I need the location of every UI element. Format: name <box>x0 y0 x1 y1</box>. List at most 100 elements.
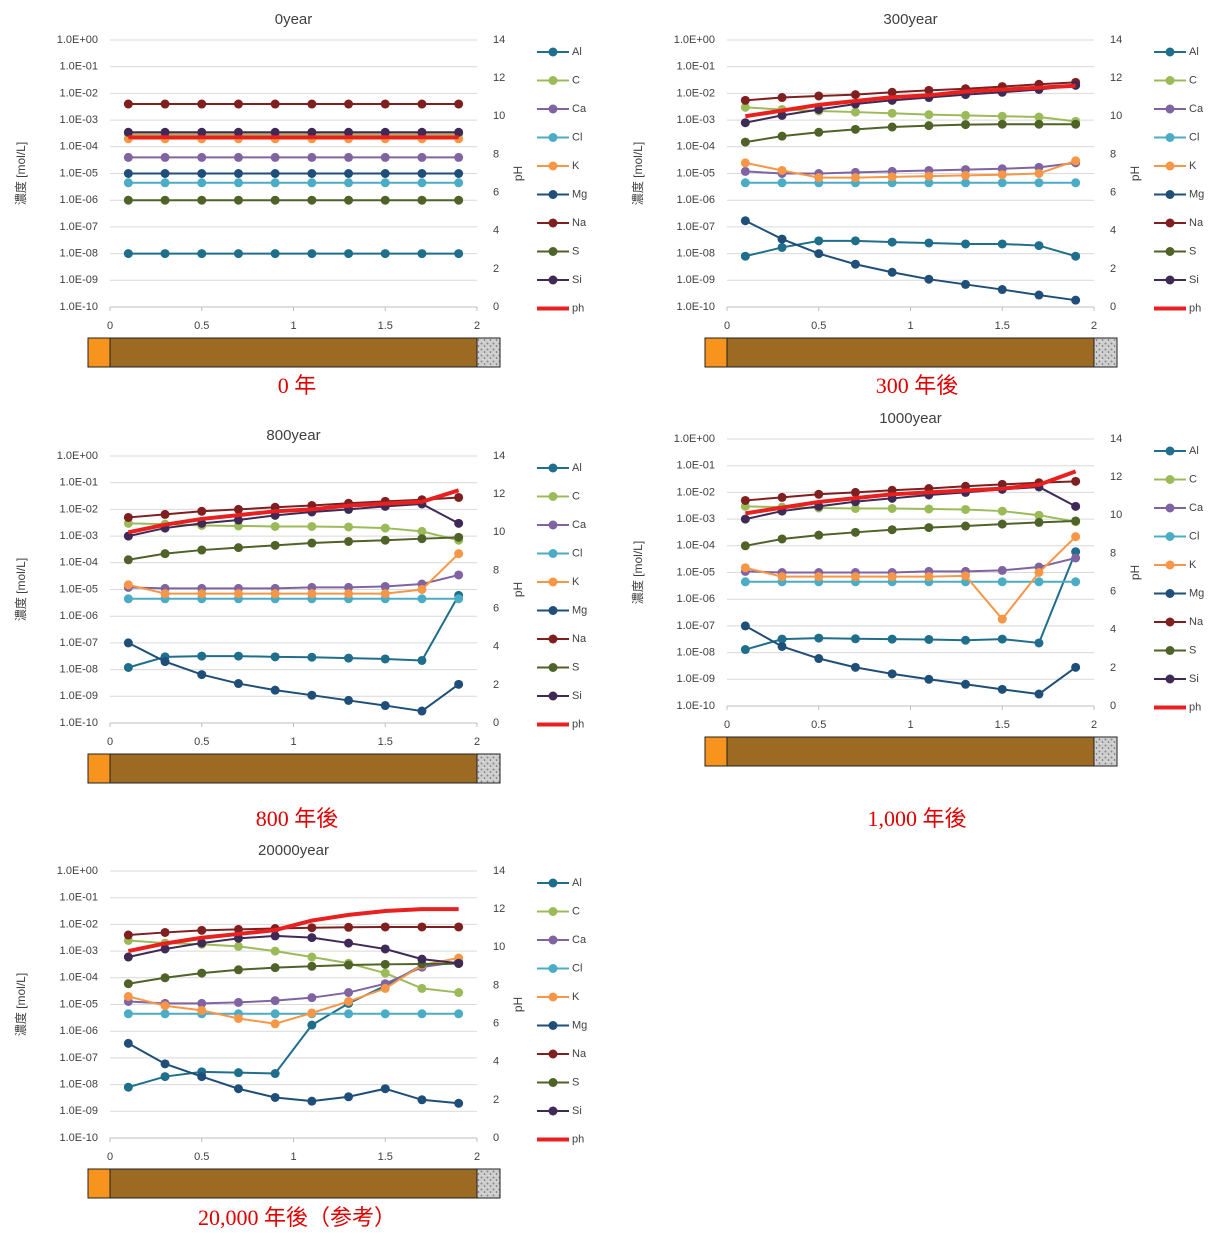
data-point <box>233 504 243 514</box>
data-point <box>924 634 934 644</box>
series-line <box>745 83 1076 119</box>
y2-tick-label: 2 <box>493 679 499 691</box>
data-point <box>160 1072 170 1082</box>
legend-marker <box>548 691 558 701</box>
data-point <box>233 99 243 109</box>
data-point <box>307 582 317 592</box>
data-point <box>123 952 133 962</box>
y2-tick-label: 2 <box>1110 662 1116 674</box>
y-tick-label: 1.0E-09 <box>59 1105 98 1117</box>
data-point <box>814 249 824 259</box>
data-point <box>233 965 243 975</box>
concrete-bar <box>476 753 501 784</box>
data-point <box>814 633 824 643</box>
data-point <box>1071 119 1081 129</box>
y2-tick-label: 0 <box>493 1132 499 1144</box>
data-point <box>924 504 934 514</box>
data-point <box>307 521 317 531</box>
series-line <box>744 625 1077 696</box>
data-point <box>887 172 897 182</box>
data-point <box>197 545 207 555</box>
data-point <box>740 216 750 226</box>
data-point <box>777 634 787 644</box>
data-point <box>740 166 750 176</box>
legend-label: Ca <box>572 103 587 115</box>
data-point <box>123 991 133 1001</box>
y2-tick-label: 4 <box>493 225 499 237</box>
data-point <box>997 634 1007 644</box>
legend-marker <box>548 606 558 615</box>
data-point <box>233 195 243 205</box>
data-point <box>814 654 824 664</box>
data-point <box>417 706 427 716</box>
x-tick-label: 0.5 <box>811 719 826 731</box>
legend-label: Al <box>1189 46 1199 58</box>
y-tick-label: 1.0E-01 <box>59 477 98 489</box>
data-point <box>417 99 427 109</box>
data-point <box>740 95 750 105</box>
data-point <box>961 679 971 689</box>
y2-tick-label: 2 <box>1110 263 1116 275</box>
x-tick-label: 1.5 <box>995 719 1010 731</box>
data-point <box>160 195 170 205</box>
data-point <box>454 518 464 528</box>
y-tick-label: 1.0E-07 <box>59 637 98 649</box>
data-point <box>1071 156 1081 166</box>
data-point <box>233 1013 243 1023</box>
y2-tick-label: 10 <box>493 941 505 953</box>
series-line <box>745 505 1076 523</box>
data-point <box>160 944 170 954</box>
data-point <box>270 1092 280 1102</box>
series-line <box>128 594 460 669</box>
data-point <box>380 249 390 259</box>
data-point <box>233 543 243 553</box>
data-point <box>417 178 427 188</box>
bentonite-bar <box>726 337 1095 368</box>
y2-tick-label: 8 <box>1110 547 1116 559</box>
data-point <box>850 503 860 513</box>
data-point <box>307 652 317 662</box>
data-point <box>850 107 860 117</box>
data-point <box>961 170 971 180</box>
y-tick-label: 1.0E-10 <box>59 717 98 729</box>
data-point <box>344 536 354 546</box>
data-point <box>454 195 464 205</box>
data-point <box>417 169 427 178</box>
data-point <box>344 1092 354 1102</box>
series-line <box>745 519 1076 547</box>
series-line <box>745 159 1076 179</box>
legend-marker <box>1165 532 1175 541</box>
legend-label: S <box>572 1076 579 1088</box>
data-point <box>380 959 390 969</box>
data-point <box>814 236 824 246</box>
data-point <box>961 279 971 289</box>
data-point <box>417 195 427 205</box>
y2-tick-label: 4 <box>1110 624 1116 636</box>
legend-label: Na <box>1189 616 1204 628</box>
y2-axis-title: pH <box>1128 565 1142 580</box>
y-tick-label: 1.0E-02 <box>59 87 98 99</box>
data-point <box>197 178 207 188</box>
data-point <box>307 195 317 205</box>
y2-tick-label: 4 <box>493 1056 499 1068</box>
data-point <box>160 657 170 667</box>
data-point <box>233 679 243 689</box>
legend-label: ph <box>572 302 584 314</box>
series-line <box>745 480 1076 502</box>
data-point <box>1034 162 1044 172</box>
data-point <box>1071 476 1081 486</box>
data-point <box>380 944 390 954</box>
x-tick-label: 1 <box>290 736 296 748</box>
x-tick-label: 2 <box>474 736 480 748</box>
legend-marker <box>548 634 558 644</box>
data-point <box>307 99 317 109</box>
y-tick-label: 1.0E-08 <box>676 248 715 260</box>
data-point <box>380 127 390 137</box>
legend-label: S <box>1189 644 1196 656</box>
data-point <box>454 99 464 109</box>
data-point <box>344 938 354 948</box>
data-point <box>197 968 207 978</box>
series-line <box>128 962 459 985</box>
series-line <box>745 469 1077 516</box>
legend-marker <box>548 520 558 530</box>
